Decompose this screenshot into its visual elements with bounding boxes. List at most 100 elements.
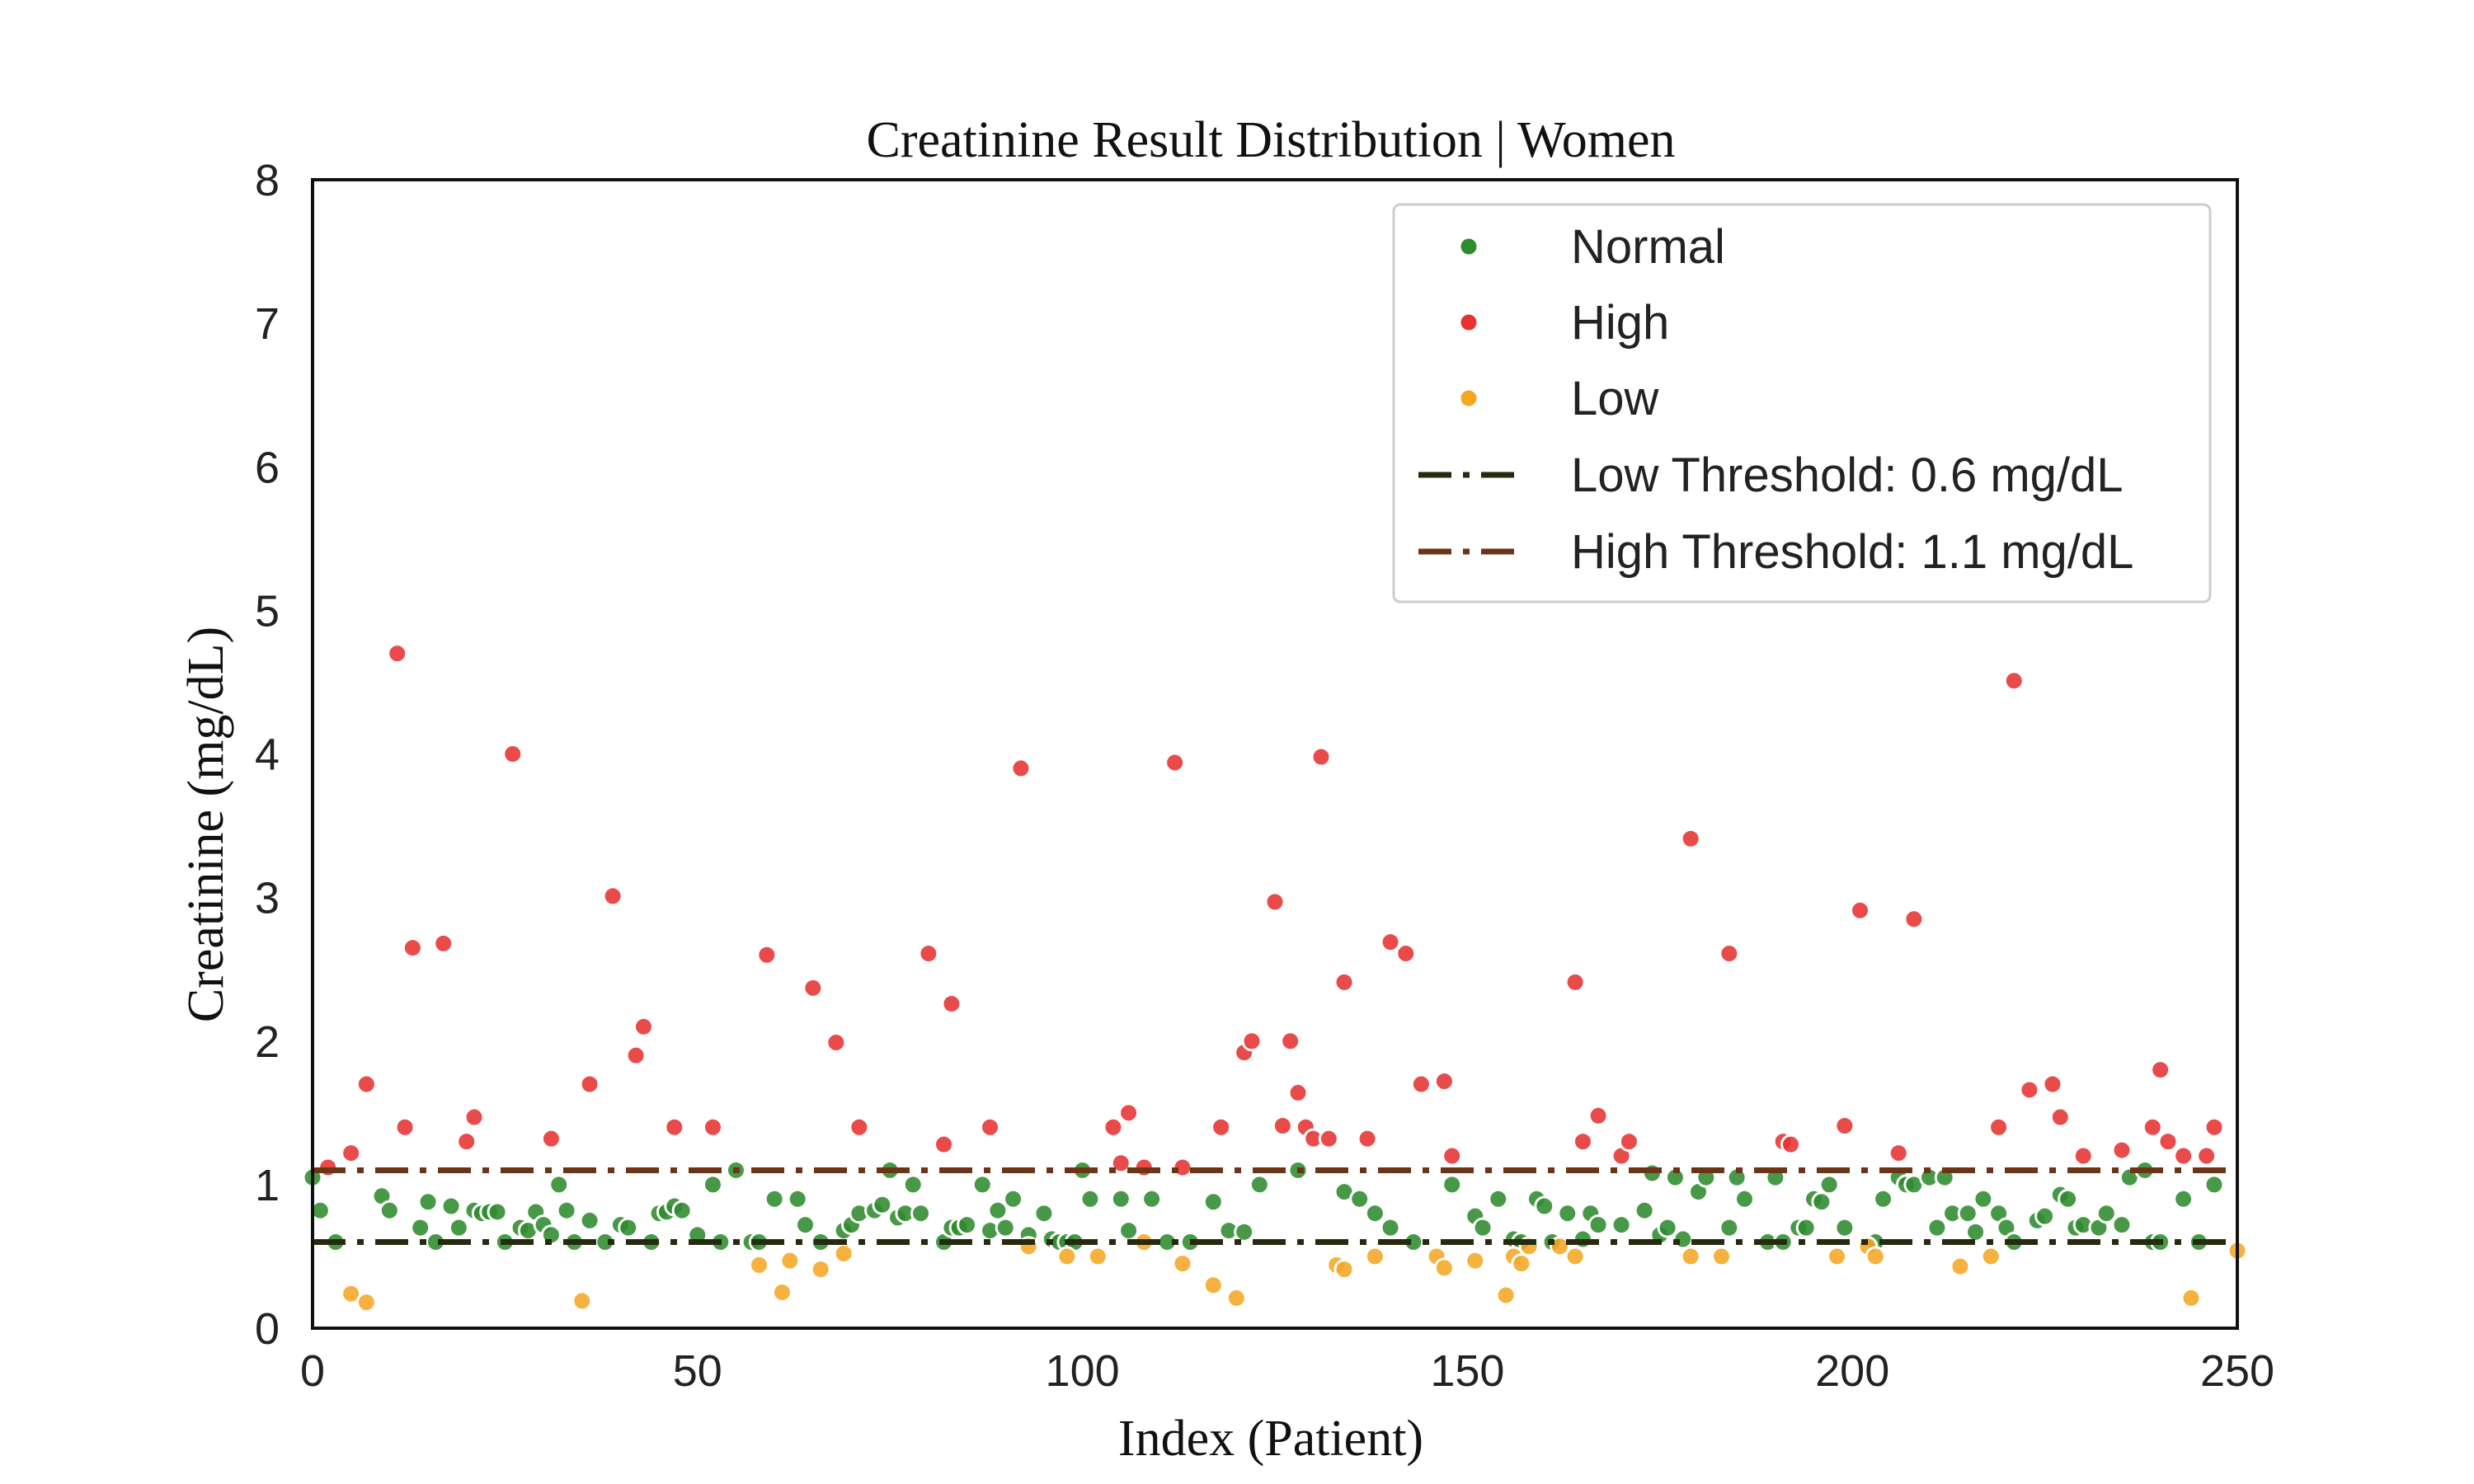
x-tick-label: 200 bbox=[1815, 1346, 1889, 1396]
data-point-high bbox=[1564, 971, 1586, 993]
data-point-normal bbox=[548, 1174, 570, 1195]
data-point-high bbox=[1719, 943, 1740, 965]
data-point-high bbox=[1903, 909, 1925, 930]
data-point-low bbox=[1087, 1246, 1108, 1267]
data-point-normal bbox=[440, 1195, 462, 1217]
legend-label-high-threshold: High Threshold: 1.1 mg/dL bbox=[1571, 525, 2133, 579]
data-point-low bbox=[1364, 1246, 1385, 1267]
data-point-high bbox=[2072, 1145, 2094, 1167]
data-point-normal bbox=[2204, 1174, 2225, 1195]
legend-box bbox=[1392, 203, 2212, 603]
data-point-high bbox=[540, 1128, 562, 1149]
data-point-low bbox=[1950, 1256, 1971, 1277]
x-tick-label: 250 bbox=[2200, 1346, 2274, 1396]
data-point-low bbox=[571, 1290, 593, 1312]
data-point-high bbox=[387, 643, 408, 665]
data-point-normal bbox=[618, 1217, 639, 1238]
y-tick-label: 2 bbox=[255, 1017, 280, 1067]
data-point-normal bbox=[1957, 1203, 1978, 1224]
legend-label-low-threshold: Low Threshold: 0.6 mg/dL bbox=[1571, 448, 2124, 502]
data-points bbox=[302, 643, 2248, 1313]
data-point-high bbox=[1395, 943, 1417, 965]
legend-marker-normal bbox=[1458, 236, 1479, 257]
data-point-normal bbox=[1611, 1214, 1632, 1236]
data-point-normal bbox=[764, 1188, 785, 1209]
data-point-high bbox=[702, 1116, 723, 1138]
data-point-normal bbox=[1442, 1174, 1463, 1195]
data-point-low bbox=[1056, 1246, 1078, 1267]
data-point-normal bbox=[910, 1203, 932, 1224]
data-point-normal bbox=[1534, 1195, 1555, 1217]
data-point-low bbox=[1564, 1246, 1586, 1267]
data-point-normal bbox=[1079, 1188, 1101, 1209]
data-point-high bbox=[394, 1116, 416, 1138]
x-tick-label: 50 bbox=[673, 1346, 722, 1396]
data-point-low bbox=[1433, 1257, 1455, 1279]
data-point-high bbox=[1287, 1082, 1309, 1103]
data-point-high bbox=[355, 1073, 377, 1095]
y-tick-label: 6 bbox=[255, 443, 280, 492]
legend-label-low: Low bbox=[1571, 372, 1660, 425]
data-point-normal bbox=[1033, 1203, 1055, 1224]
data-point-high bbox=[1272, 1115, 1293, 1136]
data-point-normal bbox=[1202, 1191, 1224, 1213]
data-point-normal bbox=[1965, 1221, 1987, 1242]
axis-ticks: 0 50 100 150 200 250 0 1 2 3 4 5 6 7 8 bbox=[255, 156, 2274, 1396]
data-point-high bbox=[1850, 899, 1871, 921]
data-point-high bbox=[2196, 1145, 2218, 1167]
y-tick-label: 3 bbox=[255, 874, 280, 923]
data-point-normal bbox=[2173, 1188, 2194, 1209]
data-point-high bbox=[2150, 1059, 2171, 1081]
data-point-high bbox=[1572, 1131, 1593, 1153]
legend: Normal High Low Low Threshold: 0.6 mg/dL… bbox=[1392, 203, 2212, 603]
data-point-normal bbox=[2034, 1205, 2056, 1227]
data-point-normal bbox=[1472, 1217, 1493, 1238]
data-point-low bbox=[1680, 1246, 1701, 1267]
data-point-normal bbox=[1795, 1217, 1817, 1238]
data-point-high bbox=[1433, 1071, 1455, 1092]
data-point-high bbox=[1888, 1143, 1909, 1164]
data-point-normal bbox=[957, 1214, 978, 1236]
legend-marker-high bbox=[1458, 312, 1479, 333]
x-tick-label: 150 bbox=[1430, 1346, 1504, 1396]
legend-label-normal: Normal bbox=[1571, 220, 1725, 274]
data-point-normal bbox=[1657, 1217, 1678, 1238]
data-point-normal bbox=[1141, 1188, 1163, 1209]
data-point-high bbox=[1834, 1115, 1856, 1136]
data-point-low bbox=[2180, 1287, 2202, 1308]
data-point-low bbox=[810, 1259, 831, 1280]
legend-marker-low bbox=[1458, 387, 1479, 409]
data-point-normal bbox=[410, 1217, 431, 1238]
data-point-normal bbox=[1118, 1220, 1140, 1242]
data-point-low bbox=[1511, 1253, 1532, 1275]
data-point-high bbox=[1280, 1031, 1301, 1052]
data-point-high bbox=[1211, 1116, 1232, 1138]
data-point-high bbox=[825, 1031, 847, 1053]
data-point-high bbox=[2204, 1116, 2225, 1138]
data-point-high bbox=[1380, 932, 1401, 953]
data-point-low bbox=[779, 1250, 801, 1271]
data-point-low bbox=[1827, 1246, 1848, 1267]
data-point-high bbox=[664, 1116, 685, 1138]
data-point-normal bbox=[556, 1200, 577, 1221]
data-point-normal bbox=[971, 1174, 993, 1195]
x-axis-label: Index (Patient) bbox=[1118, 1411, 1423, 1467]
data-point-normal bbox=[417, 1191, 439, 1213]
data-point-high bbox=[1410, 1073, 1432, 1095]
data-point-high bbox=[2049, 1106, 2071, 1128]
data-point-high bbox=[1264, 891, 1286, 913]
data-point-normal bbox=[2111, 1214, 2133, 1236]
data-point-high bbox=[1164, 752, 1186, 773]
data-point-high bbox=[1318, 1128, 1339, 1149]
data-point-high bbox=[2042, 1073, 2063, 1095]
data-point-normal bbox=[902, 1174, 924, 1195]
data-point-high bbox=[633, 1016, 654, 1037]
data-point-normal bbox=[1811, 1191, 1832, 1213]
data-point-high bbox=[579, 1073, 600, 1095]
data-point-normal bbox=[487, 1201, 508, 1223]
data-point-low bbox=[833, 1242, 854, 1264]
data-point-high bbox=[1333, 971, 1355, 993]
data-point-high bbox=[1357, 1128, 1378, 1149]
data-point-normal bbox=[1587, 1214, 1609, 1236]
